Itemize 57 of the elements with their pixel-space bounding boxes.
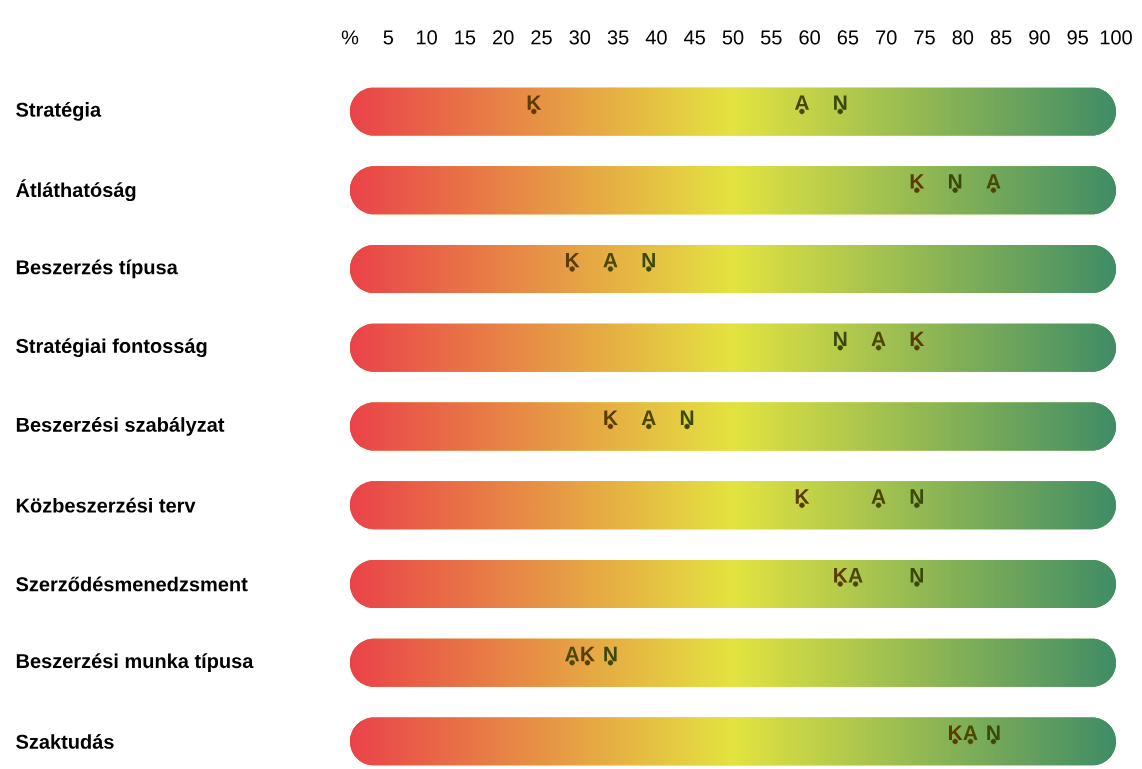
text: A [848, 567, 863, 583]
text: A [641, 410, 656, 425]
text: K [910, 174, 925, 189]
x-tick-label: 55 [760, 30, 782, 45]
y-tick-label: Stratégia [16, 101, 102, 121]
text: A [871, 331, 886, 347]
text: K [948, 725, 963, 740]
text: N [910, 489, 924, 504]
x-tick-label: 25 [531, 30, 552, 45]
text: A [565, 646, 580, 662]
text: A [794, 95, 809, 110]
text: K [581, 646, 595, 662]
y-tick-label: Beszerzés típusa [16, 259, 178, 279]
x-tick-label: 50 [722, 30, 744, 45]
x-tick-label: 60 [799, 30, 820, 45]
text: A [963, 725, 978, 740]
x-tick-label: 95 [1067, 30, 1088, 45]
text: N [834, 95, 847, 110]
y-tick-label: Szerződésmenedzsment [16, 576, 248, 592]
text: N [910, 567, 924, 583]
text: N [834, 331, 847, 347]
text: A [603, 252, 618, 268]
x-tick-label: 15 [455, 30, 476, 45]
x-tick-label: 70 [876, 30, 897, 45]
x-tick-label: 75 [914, 30, 935, 45]
y-tick-label: Átláthatóság [16, 179, 136, 202]
x-tick-label: 10 [417, 30, 437, 45]
text: K [565, 252, 580, 268]
x-tick-label: 65 [837, 30, 859, 45]
text: N [604, 646, 617, 662]
x-tick-label: 80 [952, 30, 974, 45]
series-label: K [795, 489, 810, 504]
text: N [680, 410, 694, 425]
y-tick-label: Beszerzési szabályzat [16, 417, 225, 436]
x-tick-label: 40 [645, 30, 667, 45]
x-tick-label: 90 [1029, 30, 1050, 45]
x-tick-label: 20 [493, 30, 514, 45]
y-tick-label: Szaktudás [16, 734, 114, 749]
text: K [834, 567, 848, 583]
x-tick-label: 85 [990, 30, 1012, 45]
text: K [910, 331, 925, 347]
series-label: N [948, 174, 962, 189]
y-tick-label: Közbeszerzési terv [16, 497, 196, 513]
x-tick-label: 5 [383, 30, 394, 45]
x-tick-label: 35 [607, 30, 629, 45]
y-tick-label: Stratégiai fontosság [16, 338, 207, 358]
text: N [987, 725, 1000, 740]
text: N [642, 252, 655, 268]
series-label: A [986, 174, 1001, 189]
x-tick-label: 100 [1100, 30, 1132, 45]
text: A [871, 489, 886, 504]
x-tick-label: 30 [569, 30, 591, 45]
x-tick-label: 45 [684, 30, 705, 45]
y-tick-label: Beszerzési munka típusa [16, 653, 254, 673]
text: K [527, 95, 542, 110]
text: K [604, 410, 618, 425]
x-tick-label: % [341, 30, 359, 45]
